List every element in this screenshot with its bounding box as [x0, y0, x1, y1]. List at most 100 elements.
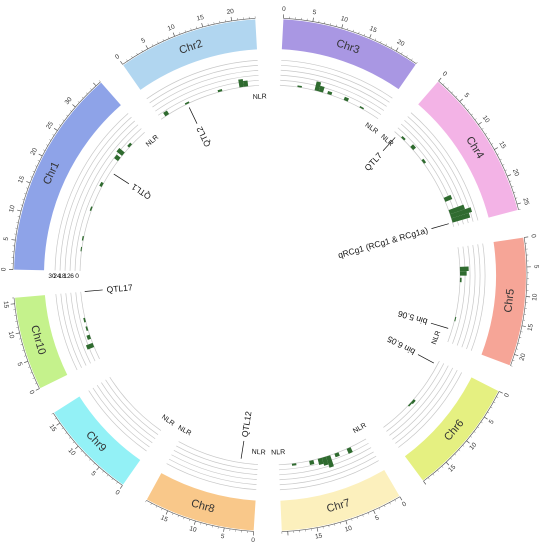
- track-ring-chr8-2: [173, 450, 258, 475]
- qtl-markers: QTL1 QTL2 QTL7 qRCg1 (RCg1 & RCg1a) bin 5.06…: [84, 107, 449, 459]
- density-bar-chr7-2: [326, 455, 334, 468]
- tick-label: 10: [340, 15, 349, 24]
- track-ring-chr6-3: [392, 367, 454, 440]
- tick-mark: [120, 60, 123, 65]
- track-ring-chr9-2: [101, 382, 156, 440]
- tick-mark: [93, 82, 97, 87]
- tick-mark: [141, 49, 143, 52]
- density-bar-chr6-1: [407, 402, 413, 407]
- track-ring-chr6-5: [398, 372, 462, 448]
- chromosome-block-chr5: [481, 237, 526, 366]
- qtl-label: bin 5.06: [396, 309, 428, 327]
- tick-mark: [35, 165, 38, 167]
- tick-mark: [84, 454, 87, 457]
- tick-baseline-chr3: [283, 18, 417, 64]
- density-bar-chr7-3: [321, 456, 329, 466]
- tick-mark: [517, 342, 520, 344]
- tick-mark: [437, 469, 439, 472]
- track-ring-chr8-1: [176, 445, 258, 470]
- tick-mark: [510, 365, 513, 367]
- chromosome-block-chr9: [54, 396, 141, 485]
- tick-mark: [151, 44, 154, 47]
- tick-label: 0: [401, 500, 408, 508]
- track-scale-label: 30: [48, 273, 56, 280]
- tick-label: 20: [29, 147, 39, 157]
- tick-mark: [119, 485, 123, 489]
- tick-label: 0: [1, 267, 8, 271]
- tick-baseline-chr9: [53, 413, 123, 486]
- tick-mark: [496, 396, 499, 398]
- tick-label: 5: [3, 236, 10, 241]
- tick-label: 10: [468, 441, 478, 451]
- track-ring-chr5-5: [470, 243, 486, 351]
- tick-mark: [493, 401, 496, 404]
- tick-label: 5: [16, 361, 24, 367]
- tick-mark: [467, 109, 470, 111]
- tick-mark: [316, 527, 319, 532]
- tick-mark: [52, 134, 55, 136]
- tick-mark: [32, 170, 35, 173]
- chromosome-label-chr5: Chr5: [502, 288, 516, 313]
- tick-label: 15: [527, 323, 535, 332]
- tick-label: 20: [519, 352, 528, 361]
- tick-mark: [369, 34, 372, 39]
- tick-mark: [451, 91, 454, 94]
- track-ring-chr7-3: [279, 451, 374, 481]
- qtl-marker-line: [417, 354, 434, 364]
- tick-mark: [49, 139, 52, 141]
- density-track-rings: [54, 59, 486, 491]
- tick-mark: [37, 160, 40, 162]
- tick-mark: [480, 421, 483, 424]
- qtl-marker-line: [84, 289, 103, 292]
- tick-mark: [358, 31, 360, 34]
- tick-mark: [230, 16, 233, 21]
- nlr-density-histogram: [80, 78, 473, 468]
- tick-baseline-chr5: [510, 237, 528, 366]
- tick-label: 5: [374, 514, 380, 522]
- track-ring-chr7-4: [279, 455, 377, 486]
- nlr-label: NLR: [253, 93, 267, 101]
- track-ring-chr1-0: [79, 131, 145, 272]
- track-ring-chr10-3: [65, 293, 87, 366]
- qtl-label: QTL1: [129, 182, 153, 202]
- tick-mark: [51, 412, 54, 415]
- tick-mark: [395, 47, 399, 52]
- track-ring-chr2-1: [158, 79, 259, 116]
- tick-baseline-chr10: [13, 297, 40, 389]
- tick-label: 20: [396, 38, 406, 48]
- density-bar-chr7-0: [346, 447, 353, 454]
- tick-label: 0: [114, 489, 121, 497]
- tick-mark: [312, 17, 314, 22]
- tick-mark: [30, 176, 33, 178]
- density-bar-chr2-4: [243, 80, 249, 87]
- density-bar-chr3-5: [359, 106, 365, 110]
- tick-mark: [389, 502, 391, 505]
- qtl-label: QTL2: [194, 125, 212, 149]
- track-ring-chr1-1: [74, 128, 142, 271]
- tick-mark: [22, 349, 25, 351]
- density-bar-chr1-0: [80, 246, 83, 252]
- track-ring-chr10-5: [55, 294, 78, 371]
- tick-mark: [34, 383, 37, 385]
- tick-mark: [512, 359, 515, 361]
- track-ring-chr10-0: [80, 291, 100, 360]
- tick-mark: [98, 80, 101, 82]
- tick-mark: [466, 440, 470, 444]
- track-ring-chr4-0: [394, 131, 455, 227]
- tick-label: 25: [521, 197, 530, 206]
- tick-label: 10: [188, 525, 197, 534]
- tick-mark: [155, 505, 158, 508]
- qtl-marker-line: [188, 107, 198, 124]
- tick-mark: [193, 520, 196, 525]
- qtl-label: QTL7: [362, 150, 384, 173]
- tick-mark: [442, 83, 445, 86]
- tick-mark: [478, 121, 482, 125]
- tick-mark: [524, 236, 529, 238]
- tick-baseline-chr8: [146, 500, 254, 532]
- tick-mark: [22, 198, 25, 200]
- qtl-label: bin 6.05: [385, 334, 417, 357]
- tick-label: 5: [463, 92, 471, 100]
- tick-mark: [179, 32, 181, 35]
- track-ring-chr7-0: [278, 438, 367, 466]
- track-ring-chr10-1: [75, 292, 96, 362]
